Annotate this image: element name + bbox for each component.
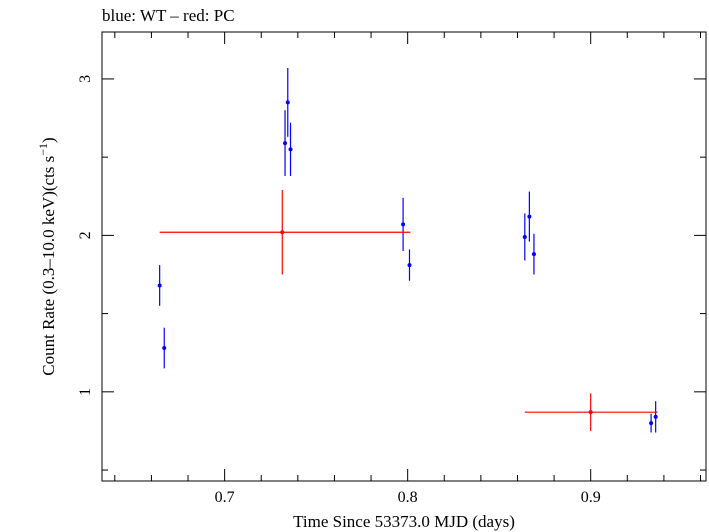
- x-tick-label: 0.8: [398, 489, 418, 506]
- axis-ticks: [102, 32, 706, 481]
- data-point: [522, 234, 527, 239]
- x-tick-label: 0.9: [581, 489, 601, 506]
- chart-title: blue: WT – red: PC: [102, 6, 235, 25]
- y-axis-label-end: ): [39, 137, 58, 143]
- series-wt: [157, 67, 658, 433]
- data-point: [401, 222, 406, 227]
- y-axis-label-main: Count Rate (0.3–10.0 keV)(cts s: [39, 156, 58, 376]
- plot-frame: [101, 31, 707, 482]
- data-point: [288, 147, 293, 152]
- y-tick-label: 2: [77, 231, 94, 239]
- data-point: [531, 252, 536, 257]
- y-axis-label-superscript: −1: [36, 143, 50, 156]
- data-point: [649, 421, 654, 426]
- y-tick-label: 1: [77, 388, 94, 396]
- x-axis-label: Time Since 53373.0 MJD (days): [293, 512, 515, 531]
- data-point: [588, 410, 593, 415]
- y-axis-label: Count Rate (0.3–10.0 keV)(cts s−1): [36, 137, 58, 375]
- data-marks: [157, 67, 658, 433]
- data-point: [653, 414, 658, 419]
- data-point: [285, 100, 290, 105]
- data-point: [162, 346, 167, 351]
- y-tick-label: 3: [77, 75, 94, 83]
- x-tick-label: 0.7: [215, 489, 235, 506]
- data-point: [283, 141, 288, 146]
- data-point: [407, 263, 412, 268]
- tick-labels: 0.7 0.8 0.9 1 2 3: [77, 75, 601, 506]
- data-point: [157, 283, 162, 288]
- series-pc: [159, 190, 658, 431]
- data-point: [280, 230, 285, 235]
- data-point: [527, 214, 532, 219]
